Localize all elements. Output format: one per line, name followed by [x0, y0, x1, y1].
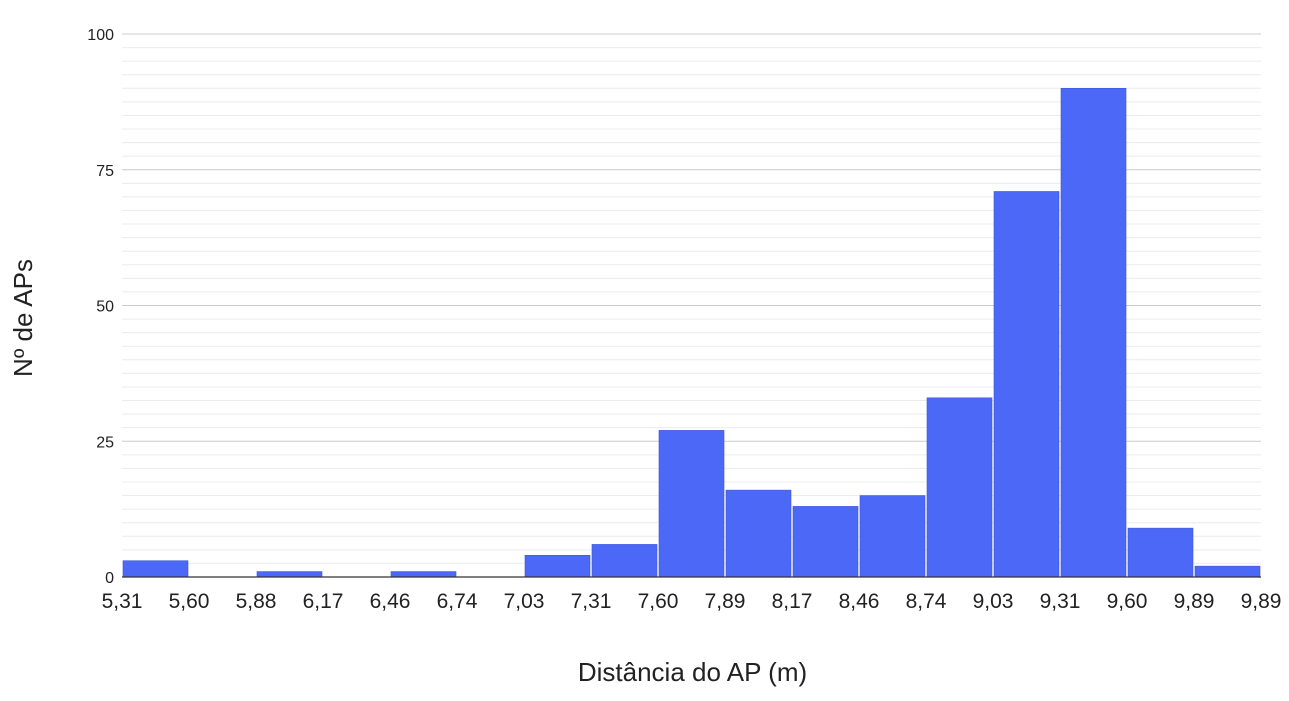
histogram-bar — [591, 544, 658, 578]
x-tick-label: 6,46 — [370, 590, 411, 613]
histogram-bar — [926, 397, 993, 578]
histogram-bar — [1127, 527, 1194, 578]
x-tick-label: 6,17 — [303, 590, 344, 613]
axes: 0 25 50 75 100 5,31 5,60 5,88 6,17 6,46 6,74 7,03 7,… — [87, 27, 1281, 613]
x-tick-label: 9,31 — [1040, 590, 1081, 613]
x-tick-label: 5,60 — [169, 590, 210, 613]
y-axis-title: Nº de APs — [8, 259, 38, 377]
histogram-bar — [122, 560, 189, 578]
histogram-bar — [524, 554, 591, 578]
x-tick-label: 7,31 — [571, 590, 612, 613]
x-tick-label: 7,60 — [638, 590, 679, 613]
histogram-bar — [1194, 565, 1261, 578]
histogram-bar — [1060, 88, 1127, 578]
x-tick-label: 7,03 — [504, 590, 545, 613]
histogram-bar — [792, 506, 859, 578]
x-axis-title: Distância do AP (m) — [578, 657, 807, 687]
histogram-bar — [390, 571, 457, 578]
y-tick-label: 100 — [87, 27, 114, 44]
histogram-bar — [859, 495, 926, 578]
x-tick-label: 9,89 — [1174, 590, 1215, 613]
histogram-bar — [993, 191, 1060, 578]
histogram-bar — [725, 489, 792, 578]
x-tick-label: 5,31 — [102, 590, 143, 613]
histogram-bar — [256, 571, 323, 578]
histogram-bar — [658, 430, 725, 578]
x-tick-label: 6,74 — [437, 590, 478, 613]
x-tick-label: 5,88 — [236, 590, 277, 613]
y-tick-label: 25 — [96, 434, 114, 451]
y-tick-label: 50 — [96, 299, 114, 316]
x-tick-label: 8,17 — [772, 590, 813, 613]
x-tick-label: 8,74 — [906, 590, 947, 613]
x-tick-label: 9,89 — [1241, 590, 1282, 613]
bars — [122, 88, 1261, 578]
y-tick-label: 75 — [96, 163, 114, 180]
x-tick-label: 9,03 — [973, 590, 1014, 613]
x-tick-label: 8,46 — [839, 590, 880, 613]
x-tick-label: 9,60 — [1107, 590, 1148, 613]
y-tick-label: 0 — [105, 570, 114, 587]
x-tick-label: 7,89 — [705, 590, 746, 613]
